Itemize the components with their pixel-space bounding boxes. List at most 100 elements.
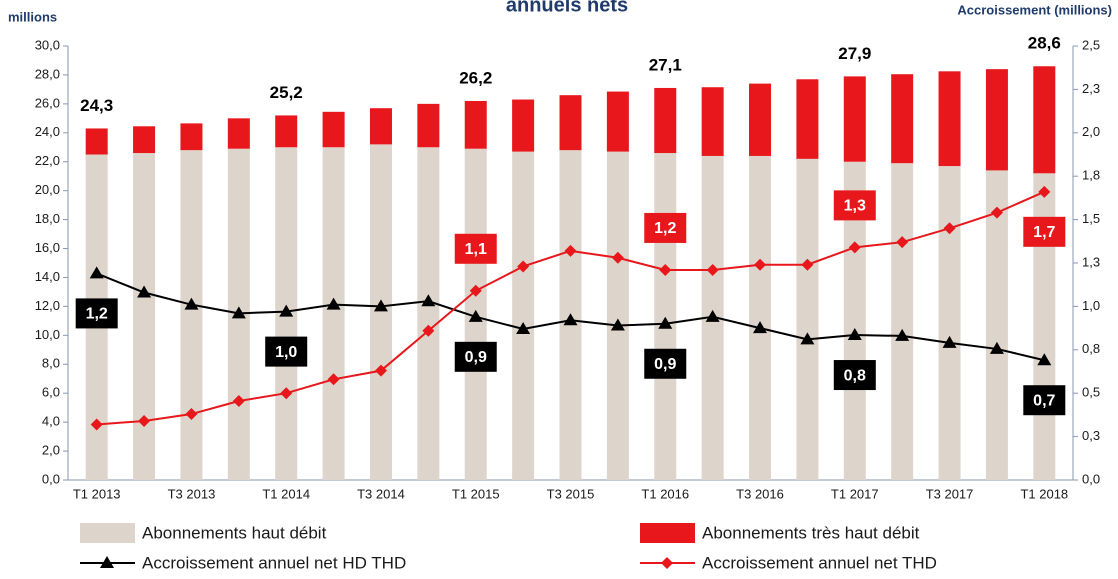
value-label-box [75,298,118,329]
x-tick-label: T1 2015 [452,486,500,501]
value-label-box [1023,385,1066,416]
total-label: 27,9 [838,44,871,63]
y-tick-label: 10,0 [35,327,60,342]
bar [843,161,866,480]
marker [469,284,482,297]
marker [659,263,672,276]
value-label: 0,9 [654,356,676,373]
marker [706,263,719,276]
marker [232,395,245,408]
marker [138,414,151,427]
marker [326,297,341,310]
bar [369,144,392,480]
marker [801,258,814,271]
marker [847,328,862,341]
bar [275,115,298,148]
legend-marker [100,556,114,568]
y-tick-label: 4,0 [42,414,60,429]
bar [985,170,1008,480]
legend-label: Accroissement annuel net HD THD [142,553,406,572]
bar [701,87,724,156]
bar [512,99,535,152]
total-label: 26,2 [459,68,492,87]
bar [227,118,250,149]
bar [985,69,1008,171]
marker [705,309,720,322]
x-tick-label: T3 2014 [357,486,405,501]
marker [327,373,340,386]
total-label: 24,3 [80,96,113,115]
legend-swatch [80,523,135,543]
y-tick-label: 26,0 [35,95,60,110]
marker [185,408,198,421]
bar [749,155,772,481]
value-label: 0,9 [465,349,487,366]
y2-tick-label: 1,5 [1082,211,1100,226]
y2-tick-label: 1,3 [1082,254,1100,269]
marker [373,299,388,312]
value-label-box [644,348,687,379]
marker [658,316,673,329]
bar [322,111,345,148]
x-tick-label: T1 2017 [831,486,879,501]
y-tick-label: 18,0 [35,211,60,226]
y2-tick-label: 0,5 [1082,385,1100,400]
x-tick-label: T1 2018 [1020,486,1068,501]
marker [800,332,815,345]
bar [369,108,392,145]
marker [848,241,861,254]
bar [180,123,203,151]
legend-label: Abonnements très haut débit [702,523,920,542]
marker [611,251,624,264]
x-tick-label: T1 2014 [262,486,310,501]
y-tick-label: 28,0 [35,66,60,81]
marker [895,328,910,341]
value-label: 1,1 [465,241,487,258]
y-tick-label: 0,0 [42,471,60,486]
value-label: 0,8 [844,367,866,384]
bar [464,100,487,149]
bar [654,87,677,154]
legend-marker [661,557,673,569]
bar [559,95,582,151]
marker [517,260,530,273]
bar [417,147,440,480]
y2-axis-label: Accroissement (millions) [957,2,1112,17]
total-label: 27,1 [649,55,682,74]
marker [279,304,294,317]
y-tick-label: 14,0 [35,269,60,284]
value-label-box [454,233,497,264]
value-label-box [454,341,497,372]
y-tick-label: 30,0 [35,37,60,52]
x-tick-label: T3 2017 [926,486,974,501]
bar [606,91,629,152]
bar [843,76,866,162]
marker [896,236,909,249]
bar [654,153,677,480]
bar [606,151,629,480]
bar [133,153,156,480]
marker [468,309,483,322]
y-axis-label: millions [8,9,57,24]
y-tick-label: 24,0 [35,124,60,139]
bar [796,158,819,480]
x-tick-label: T3 2016 [736,486,784,501]
marker [184,297,199,310]
marker [1038,185,1051,198]
marker [563,313,578,326]
y2-tick-label: 0,0 [1082,471,1100,486]
total-label: 25,2 [270,83,303,102]
x-tick-label: T3 2015 [547,486,595,501]
y-tick-label: 12,0 [35,298,60,313]
marker [564,244,577,257]
value-label: 1,3 [844,198,866,215]
value-label: 1,0 [275,344,297,361]
marker [421,294,436,307]
y2-tick-label: 0,3 [1082,428,1100,443]
value-label-box [1023,216,1066,247]
legend-label: Abonnements haut débit [142,523,327,542]
marker [942,335,957,348]
bar [796,79,819,159]
y-tick-label: 8,0 [42,356,60,371]
marker [754,258,767,271]
